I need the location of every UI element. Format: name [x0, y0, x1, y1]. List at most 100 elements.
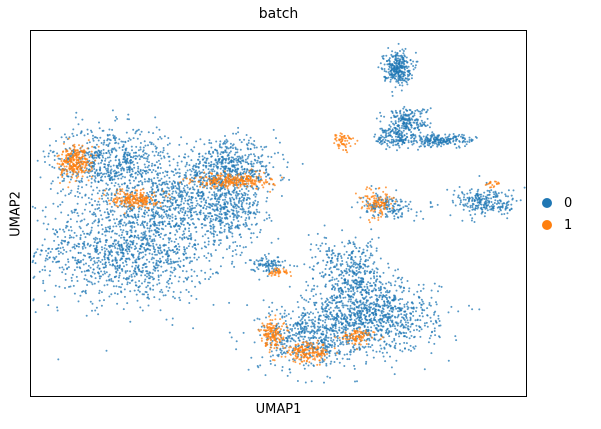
data-point-series-0	[107, 165, 110, 168]
data-point-series-0	[160, 137, 163, 140]
data-point-series-0	[160, 251, 163, 254]
data-point-series-0	[329, 362, 332, 365]
data-point-series-0	[336, 337, 339, 340]
data-point-series-0	[399, 349, 402, 352]
data-point-series-0	[119, 259, 122, 262]
data-point-series-0	[277, 353, 280, 356]
data-point-series-0	[274, 364, 277, 367]
data-point-series-0	[361, 318, 363, 321]
data-point-series-0	[279, 348, 282, 351]
data-point-series-0	[152, 211, 155, 214]
data-point-series-0	[422, 287, 425, 290]
data-point-series-0	[297, 327, 300, 330]
data-point-series-0	[110, 249, 113, 252]
data-point-series-0	[220, 146, 223, 149]
data-point-series-0	[301, 296, 304, 299]
data-point-series-0	[148, 277, 151, 280]
data-point-series-0	[78, 225, 81, 228]
data-point-series-0	[135, 264, 137, 267]
data-point-series-0	[379, 314, 382, 317]
data-point-series-0	[229, 225, 232, 228]
data-point-series-0	[373, 277, 376, 279]
data-point-series-0	[91, 302, 94, 305]
data-point-series-0	[210, 254, 213, 257]
data-point-series-0	[341, 331, 344, 334]
data-point-series-0	[94, 250, 97, 253]
data-point-series-0	[114, 232, 117, 235]
data-point-series-0	[188, 208, 191, 211]
data-point-series-0	[180, 160, 183, 163]
data-point-series-0	[153, 215, 156, 218]
data-point-series-0	[125, 153, 128, 156]
data-point-series-0	[131, 170, 134, 173]
data-point-series-0	[156, 184, 159, 187]
data-point-series-0	[142, 225, 145, 228]
data-point-series-0	[179, 195, 182, 197]
data-point-series-0	[205, 246, 208, 249]
data-point-series-0	[234, 205, 237, 208]
data-point-series-0	[65, 136, 68, 139]
data-point-series-0	[190, 268, 193, 271]
data-point-series-0	[131, 243, 134, 246]
data-point-series-0	[144, 144, 147, 147]
data-point-series-0	[157, 247, 160, 250]
data-point-series-0	[417, 283, 420, 286]
data-point-series-0	[173, 250, 176, 253]
data-point-series-0	[373, 316, 376, 319]
data-point-series-0	[70, 229, 73, 232]
data-point-series-0	[113, 240, 116, 243]
data-point-series-0	[134, 191, 137, 194]
data-point-series-0	[352, 350, 355, 353]
data-point-series-0	[187, 216, 190, 219]
data-point-series-0	[97, 139, 100, 142]
data-point-series-0	[85, 262, 87, 265]
data-point-series-0	[48, 247, 50, 250]
data-point-series-0	[285, 344, 288, 347]
data-point-series-0	[88, 201, 91, 204]
data-point-series-0	[108, 227, 111, 230]
data-point-series-0	[168, 238, 171, 241]
data-point-series-0	[118, 222, 121, 225]
data-point-series-0	[144, 278, 147, 281]
data-point-series-0	[333, 361, 336, 363]
data-point-series-0	[123, 215, 126, 218]
data-point-series-0	[75, 234, 78, 237]
data-point-series-0	[388, 313, 391, 316]
data-point-series-0	[227, 189, 230, 192]
data-point-series-0	[447, 311, 450, 314]
data-point-series-0	[309, 311, 312, 314]
data-point-series-0	[222, 206, 225, 209]
data-point-series-0	[264, 374, 267, 377]
data-point-series-0	[375, 313, 378, 316]
data-point-series-0	[297, 322, 300, 325]
data-point-series-0	[272, 354, 274, 357]
data-point-series-0	[57, 260, 60, 263]
data-point-series-0	[117, 177, 120, 180]
data-point-series-0	[304, 335, 307, 338]
data-point-series-0	[339, 350, 342, 353]
data-point-series-0	[118, 138, 121, 141]
data-point-series-0	[342, 274, 345, 277]
data-point-series-0	[77, 123, 80, 126]
data-point-series-0	[239, 254, 242, 257]
data-point-series-0	[368, 289, 370, 292]
data-point-series-0	[67, 193, 70, 196]
data-point-series-0	[154, 248, 157, 251]
data-point-series-0	[155, 243, 158, 246]
data-point-series-0	[108, 152, 111, 154]
data-point-series-0	[177, 206, 180, 209]
data-point-series-0	[280, 195, 283, 197]
data-point-series-0	[180, 222, 182, 225]
data-point-series-0	[396, 277, 399, 280]
data-point-series-0	[392, 299, 395, 301]
data-point-series-0	[325, 339, 328, 342]
data-point-series-0	[82, 263, 85, 266]
data-point-series-0	[195, 248, 198, 251]
data-point-series-0	[96, 261, 99, 264]
data-point-series-0	[165, 318, 168, 321]
data-point-series-0	[245, 143, 248, 146]
data-point-series-0	[122, 308, 125, 311]
data-point-series-0	[233, 201, 236, 204]
data-point-series-0	[359, 322, 362, 325]
data-point-series-0	[98, 275, 101, 278]
